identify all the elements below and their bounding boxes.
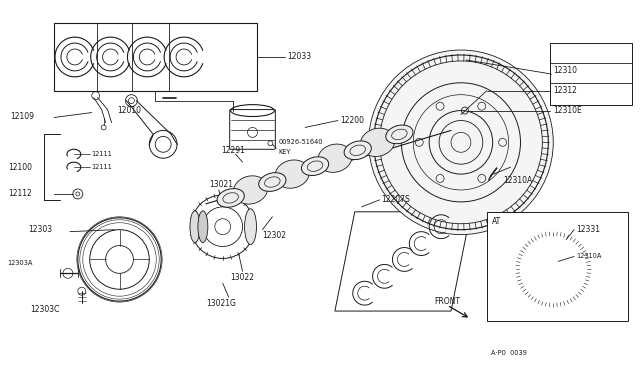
Ellipse shape xyxy=(259,173,286,191)
Ellipse shape xyxy=(536,256,542,262)
Text: 12111: 12111 xyxy=(92,164,113,170)
Text: 12100: 12100 xyxy=(8,163,33,171)
Ellipse shape xyxy=(301,157,329,176)
Text: 12303C: 12303C xyxy=(30,305,60,314)
Text: 12310E: 12310E xyxy=(553,106,582,115)
Text: 13022: 13022 xyxy=(230,273,255,282)
Text: 12291: 12291 xyxy=(221,146,244,155)
Bar xyxy=(54,23,257,91)
Text: 12303: 12303 xyxy=(28,225,52,234)
Text: 12010: 12010 xyxy=(117,106,141,115)
Ellipse shape xyxy=(386,125,413,144)
Text: 00926-51640: 00926-51640 xyxy=(278,140,323,145)
Text: FRONT: FRONT xyxy=(434,296,460,306)
Text: 12033: 12033 xyxy=(287,52,312,61)
Ellipse shape xyxy=(556,249,561,256)
Text: 12310A: 12310A xyxy=(576,253,602,259)
Ellipse shape xyxy=(536,277,542,283)
Ellipse shape xyxy=(556,283,561,290)
Text: 12310A: 12310A xyxy=(504,176,533,185)
Bar xyxy=(550,43,632,105)
Text: A·P0  0039: A·P0 0039 xyxy=(491,350,527,356)
Ellipse shape xyxy=(360,128,395,157)
Ellipse shape xyxy=(244,209,257,244)
Text: 12331: 12331 xyxy=(576,225,600,234)
Ellipse shape xyxy=(234,176,268,204)
Ellipse shape xyxy=(344,141,371,160)
Circle shape xyxy=(516,232,591,307)
Text: 13021: 13021 xyxy=(209,180,233,189)
Text: KEY: KEY xyxy=(278,149,291,155)
Circle shape xyxy=(369,50,553,235)
Text: 12111: 12111 xyxy=(92,151,113,157)
Ellipse shape xyxy=(190,211,200,243)
Text: 12112: 12112 xyxy=(8,189,32,198)
Ellipse shape xyxy=(217,189,244,207)
Ellipse shape xyxy=(317,144,352,172)
Text: 12207S: 12207S xyxy=(381,195,410,204)
Text: 12109: 12109 xyxy=(10,112,35,121)
Bar xyxy=(487,212,628,321)
Text: 12200: 12200 xyxy=(340,116,364,125)
Text: 13021G: 13021G xyxy=(206,299,236,308)
Ellipse shape xyxy=(275,160,309,188)
Ellipse shape xyxy=(198,211,208,243)
Text: 12312: 12312 xyxy=(553,86,577,95)
Text: 12302: 12302 xyxy=(262,231,287,240)
Ellipse shape xyxy=(568,267,575,272)
Text: AT: AT xyxy=(492,217,501,226)
Text: 12303A: 12303A xyxy=(7,260,33,266)
Text: 12310: 12310 xyxy=(553,66,577,76)
